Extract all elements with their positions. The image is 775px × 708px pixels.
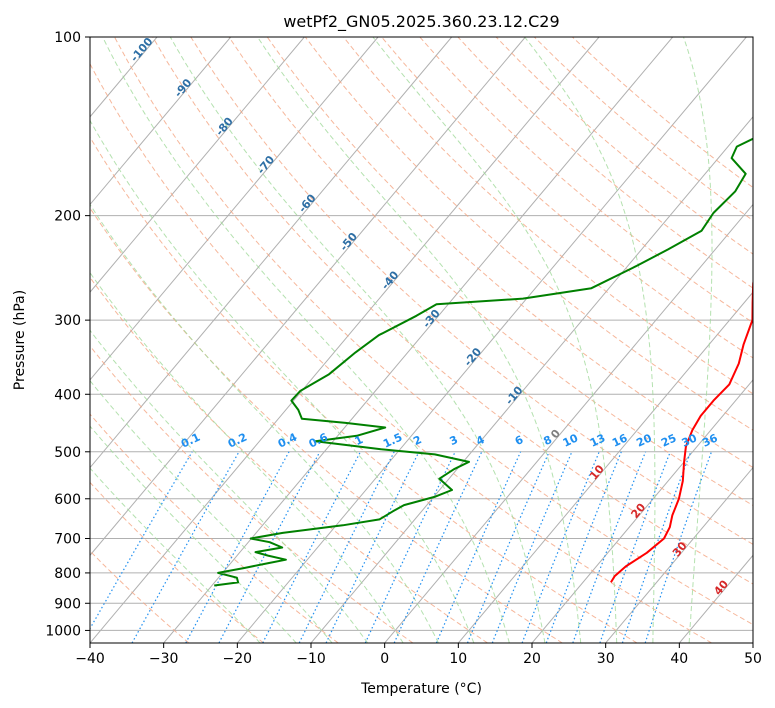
dry-adiabat-line bbox=[90, 207, 563, 643]
dry-adiabat-line bbox=[457, 37, 753, 289]
isotherm-line bbox=[457, 291, 753, 643]
moist-adiabat-line bbox=[90, 271, 404, 643]
y-tick-label: 800 bbox=[54, 566, 81, 582]
chart-title: wetPf2_GN05.2025.360.23.12.C29 bbox=[283, 12, 559, 32]
y-tick-label: 500 bbox=[54, 445, 81, 461]
axis-ticks: −40 −30 −20 −10 0 10 20 30 40 50 100 200 300 400 500 60… bbox=[45, 30, 762, 667]
moist-adiabat-line bbox=[169, 37, 546, 643]
isotherm-line bbox=[384, 203, 753, 643]
x-tick-label: −20 bbox=[223, 651, 253, 667]
mixing-ratio-line bbox=[298, 451, 395, 643]
mixing-ratio-line bbox=[545, 451, 622, 643]
mixing-ratio-line bbox=[131, 451, 240, 643]
moist-adiabat-line bbox=[90, 329, 369, 643]
y-tick-label: 300 bbox=[54, 313, 81, 329]
moist-adiabat-line bbox=[90, 467, 261, 643]
isotherm-line bbox=[90, 37, 379, 381]
x-tick-label: 40 bbox=[670, 651, 688, 667]
x-tick-label: 20 bbox=[523, 651, 541, 667]
moist-adiabat-line bbox=[102, 37, 510, 643]
y-tick-label: 900 bbox=[54, 596, 81, 612]
mixing-ratio-line bbox=[435, 451, 522, 643]
dry-adiabat-line bbox=[343, 37, 753, 395]
dry-adiabat-line bbox=[304, 37, 753, 431]
isotherm-line bbox=[90, 37, 526, 557]
dry-adiabat-line bbox=[90, 481, 264, 643]
mixing-ratio-line bbox=[621, 451, 692, 643]
isotherm-line bbox=[90, 37, 305, 293]
moist-adiabat-line bbox=[90, 203, 439, 643]
dry-adiabat-line bbox=[90, 136, 638, 643]
isotherm-line bbox=[90, 37, 600, 643]
mixing-ratio-label: 20 bbox=[634, 431, 654, 449]
mixing-ratio-line bbox=[521, 451, 600, 643]
dry-adiabat-line bbox=[90, 413, 339, 643]
dry-adiabat-line bbox=[190, 37, 753, 545]
plot-area bbox=[90, 37, 753, 643]
x-tick-label: 30 bbox=[597, 651, 615, 667]
y-axis-label: Pressure (hPa) bbox=[12, 290, 28, 390]
x-tick-label: −30 bbox=[149, 651, 179, 667]
dewpoint-profile-line bbox=[214, 137, 753, 587]
x-axis-label: Temperature (°C) bbox=[360, 681, 482, 697]
temperature-profile-line bbox=[610, 279, 753, 583]
mixing-ratio-line bbox=[491, 451, 573, 643]
mixing-ratio-label: 25 bbox=[659, 432, 678, 450]
mixing-ratio-label: 10 bbox=[561, 431, 581, 449]
isotherm-line bbox=[605, 466, 753, 643]
y-tick-label: 100 bbox=[54, 30, 81, 46]
mixing-ratio-line bbox=[325, 451, 420, 643]
mixing-ratio-line bbox=[185, 451, 290, 643]
mixing-ratio-line bbox=[466, 451, 550, 643]
isotherm-line bbox=[90, 37, 453, 469]
plot-frame bbox=[89, 36, 754, 644]
mixing-ratio-label: 30 bbox=[680, 431, 700, 449]
mixing-ratio-label: 36 bbox=[700, 431, 720, 449]
moist-adiabat-line bbox=[90, 119, 475, 643]
x-tick-label: 10 bbox=[449, 651, 467, 667]
isotherm-line bbox=[163, 37, 674, 643]
moist-adiabat-line bbox=[257, 37, 582, 643]
moist-adiabat-line bbox=[524, 37, 656, 643]
y-tick-label: 700 bbox=[54, 532, 81, 548]
dry-adiabat-line bbox=[228, 37, 753, 507]
dry-adiabat-line bbox=[90, 62, 712, 643]
moist-adiabat-line bbox=[90, 425, 297, 643]
y-tick-label: 1000 bbox=[45, 623, 81, 639]
moist-adiabat-line bbox=[683, 37, 713, 643]
x-tick-label: 50 bbox=[744, 651, 762, 667]
mixing-ratio-label: 16 bbox=[610, 431, 630, 449]
x-tick-label: 0 bbox=[380, 651, 389, 667]
dry-adiabat-line bbox=[90, 276, 488, 643]
isotherm-line bbox=[90, 37, 232, 206]
dry-adiabat-line bbox=[152, 37, 753, 585]
y-tick-label: 600 bbox=[54, 492, 81, 508]
x-tick-label: −10 bbox=[296, 651, 326, 667]
x-tick-label: −40 bbox=[75, 651, 105, 667]
mixing-ratio-line bbox=[572, 451, 647, 643]
isotherm-line bbox=[531, 379, 753, 643]
y-tick-label: 400 bbox=[54, 387, 81, 403]
mixing-ratio-label: 13 bbox=[588, 432, 607, 450]
mixing-ratio-line bbox=[599, 451, 671, 643]
isotherm-line bbox=[236, 37, 747, 643]
y-tick-label: 200 bbox=[54, 209, 81, 225]
mixing-ratio-line bbox=[644, 451, 713, 643]
